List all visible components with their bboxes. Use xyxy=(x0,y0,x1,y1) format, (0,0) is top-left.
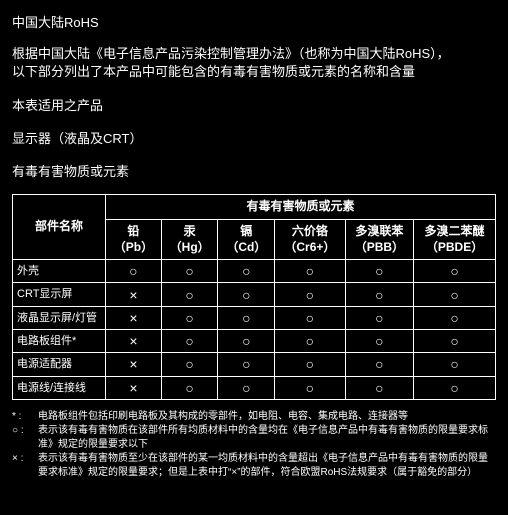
table-row: 电源适配器×○○○○○ xyxy=(13,353,496,376)
section-display: 显示器（液晶及CRT） xyxy=(12,128,496,147)
th-sub-5: 多溴二苯醚（PBDE） xyxy=(414,219,496,259)
table-row: CRT显示屏×○○○○○ xyxy=(13,283,496,306)
cell: × xyxy=(106,306,162,329)
row-name: 液晶显示屏/灯管 xyxy=(13,306,106,329)
cell: ○ xyxy=(218,330,275,353)
cell: × xyxy=(106,353,162,376)
cell: ○ xyxy=(161,330,218,353)
cell: ○ xyxy=(414,260,496,283)
footnotes: * :电路板组件包括印刷电路板及其构成的零部件，如电阻、电容、集成电路、连接器等… xyxy=(12,410,496,480)
cell: ○ xyxy=(161,306,218,329)
cell: ○ xyxy=(275,283,346,306)
cell: ○ xyxy=(161,376,218,399)
row-name: 电源线/连接线 xyxy=(13,376,106,399)
row-name: 外壳 xyxy=(13,260,106,283)
table-row: 外壳○○○○○○ xyxy=(13,260,496,283)
cell: ○ xyxy=(218,306,275,329)
cell: ○ xyxy=(345,376,413,399)
cell: ○ xyxy=(414,283,496,306)
th-parts: 部件名称 xyxy=(13,195,106,260)
th-sub-1: 汞（Hg） xyxy=(161,219,218,259)
cell: ○ xyxy=(275,376,346,399)
cell: ○ xyxy=(161,260,218,283)
cell: ○ xyxy=(345,353,413,376)
cell: ○ xyxy=(161,353,218,376)
section-substances: 有毒有害物质或元素 xyxy=(12,161,496,180)
footnote-mark: ○ : xyxy=(12,424,38,452)
cell: ○ xyxy=(161,283,218,306)
th-sub-0: 铅（Pb） xyxy=(106,219,162,259)
cell: ○ xyxy=(275,353,346,376)
footnote-mark: * : xyxy=(12,410,38,424)
footnote-text: 表示该有毒有害物质在该部件所有均质材料中的含量均在《电子信息产品中有毒有害物质的… xyxy=(38,424,496,452)
row-name: CRT显示屏 xyxy=(13,283,106,306)
footnote-text: 电路板组件包括印刷电路板及其构成的零部件，如电阻、电容、集成电路、连接器等 xyxy=(38,410,496,424)
cell: × xyxy=(106,283,162,306)
cell: ○ xyxy=(275,330,346,353)
cell: ○ xyxy=(345,330,413,353)
cell: ○ xyxy=(106,260,162,283)
intro-line-1: 根据中国大陆《电子信息产品污染控制管理办法》（也称为中国大陆RoHS）， xyxy=(12,46,450,61)
th-sub-2: 镉（Cd） xyxy=(218,219,275,259)
th-sub-3: 六价铬（Cr6+） xyxy=(275,219,346,259)
intro-paragraph: 根据中国大陆《电子信息产品污染控制管理办法》（也称为中国大陆RoHS）， 以下部… xyxy=(12,45,496,81)
cell: × xyxy=(106,330,162,353)
footnote: × :表示该有毒有害物质至少在该部件的某一均质材料中的含量超出《电子信息产品中有… xyxy=(12,452,496,480)
section-products: 本表适用之产品 xyxy=(12,95,496,114)
table-row: 电源线/连接线×○○○○○ xyxy=(13,376,496,399)
cell: ○ xyxy=(345,306,413,329)
cell: ○ xyxy=(345,260,413,283)
cell: × xyxy=(106,376,162,399)
footnote-text: 表示该有毒有害物质至少在该部件的某一均质材料中的含量超出《电子信息产品中有毒有害… xyxy=(38,452,496,480)
cell: ○ xyxy=(414,330,496,353)
footnote: * :电路板组件包括印刷电路板及其构成的零部件，如电阻、电容、集成电路、连接器等 xyxy=(12,410,496,424)
row-name: 电源适配器 xyxy=(13,353,106,376)
cell: ○ xyxy=(218,260,275,283)
th-group: 有毒有害物质或元素 xyxy=(106,195,496,220)
footnote: ○ :表示该有毒有害物质在该部件所有均质材料中的含量均在《电子信息产品中有毒有害… xyxy=(12,424,496,452)
cell: ○ xyxy=(218,376,275,399)
table-row: 电路板组件*×○○○○○ xyxy=(13,330,496,353)
footnote-mark: × : xyxy=(12,452,38,480)
cell: ○ xyxy=(414,306,496,329)
cell: ○ xyxy=(414,353,496,376)
cell: ○ xyxy=(275,306,346,329)
row-name: 电路板组件* xyxy=(13,330,106,353)
page-title: 中国大陆RoHS xyxy=(12,12,496,31)
table-row: 液晶显示屏/灯管×○○○○○ xyxy=(13,306,496,329)
intro-line-2: 以下部分列出了本产品中可能包含的有毒有害物质或元素的名称和含量 xyxy=(12,64,415,79)
cell: ○ xyxy=(414,376,496,399)
substance-table: 部件名称 有毒有害物质或元素 铅（Pb）汞（Hg）镉（Cd）六价铬（Cr6+）多… xyxy=(12,194,496,400)
cell: ○ xyxy=(218,353,275,376)
cell: ○ xyxy=(218,283,275,306)
cell: ○ xyxy=(345,283,413,306)
th-sub-4: 多溴联苯（PBB） xyxy=(345,219,413,259)
cell: ○ xyxy=(275,260,346,283)
